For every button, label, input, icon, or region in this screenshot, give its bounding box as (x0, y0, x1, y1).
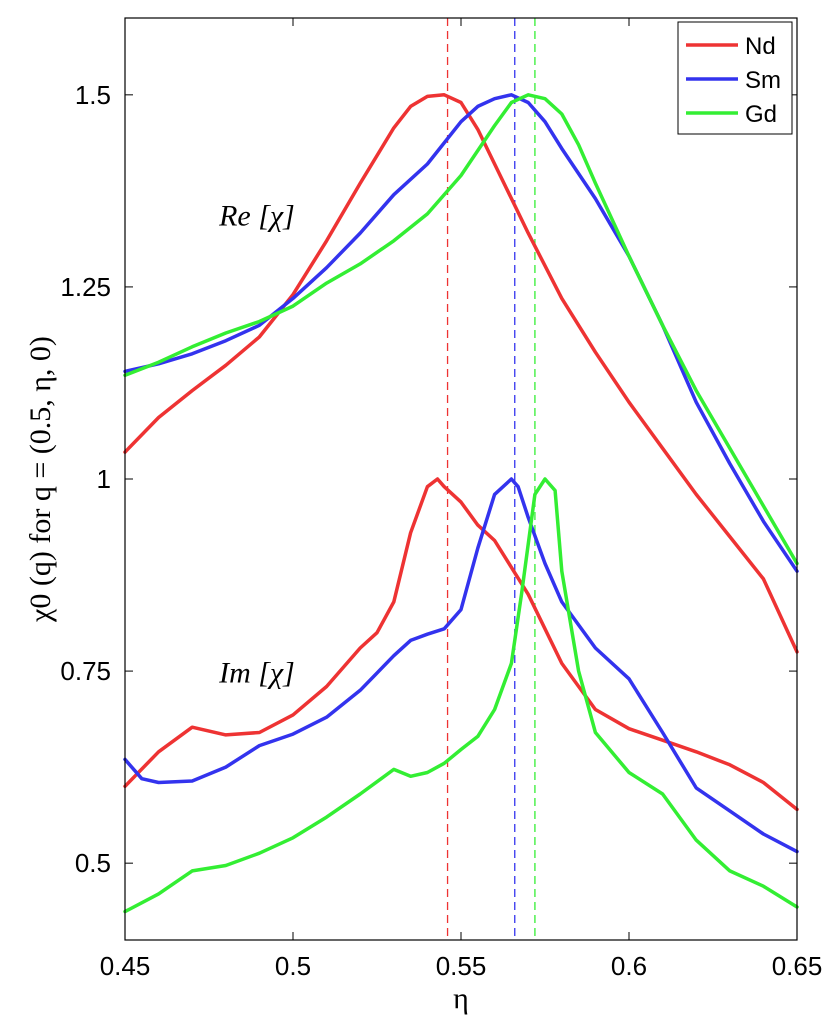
x-tick-label: 0.65 (772, 951, 823, 981)
x-axis-title: η (453, 982, 469, 1015)
y-tick-label: 0.5 (75, 848, 111, 878)
x-tick-label: 0.5 (275, 951, 311, 981)
legend: Nd Sm Gd (677, 21, 793, 135)
y-tick-label: 0.75 (60, 656, 111, 686)
y-axis-title: χ0 (q) for q = (0.5, η, 0) (24, 336, 57, 623)
legend-label-nd: Nd (745, 33, 776, 60)
series-line-gd-re (123, 93, 799, 566)
legend-label-gd: Gd (745, 101, 777, 128)
series-line-nd-im (123, 477, 799, 812)
y-tick-label: 1 (97, 464, 111, 494)
series-line-gd-im (123, 477, 799, 914)
y-tick-label: 1.25 (60, 272, 111, 302)
plot-layer (123, 18, 799, 940)
annotation-real-part: Re [χ] (218, 199, 295, 232)
x-tick-label: 0.55 (436, 951, 487, 981)
y-tick-label: 1.5 (75, 80, 111, 110)
series-line-sm-im (123, 477, 799, 854)
x-tick-label: 0.45 (100, 951, 151, 981)
ticks-layer: 0.45 0.5 0.55 0.6 0.65 0.5 0.75 1 1.25 1.5 (60, 18, 822, 981)
x-tick-label: 0.6 (611, 951, 647, 981)
annotation-imaginary-part: Im [χ] (218, 657, 295, 690)
series-line-nd-re (123, 93, 799, 654)
legend-label-sm: Sm (745, 67, 781, 94)
